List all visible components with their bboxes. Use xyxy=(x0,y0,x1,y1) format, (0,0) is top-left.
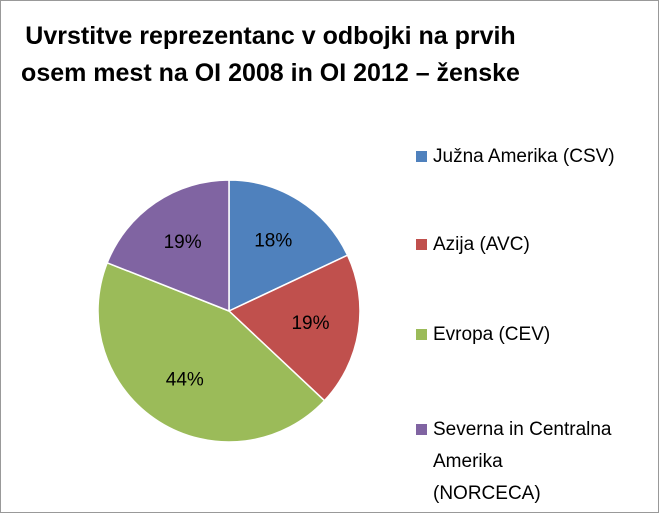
chart-title: Uvrstitve reprezentanc v odbojki na prvi… xyxy=(21,22,520,87)
legend-swatch xyxy=(416,239,427,250)
data-label: 18% xyxy=(254,230,292,251)
legend-label: Azija (AVC) xyxy=(433,234,530,255)
pie-slice xyxy=(227,254,361,402)
legend-label: Severna in Centralna Amerika (NORCECA) xyxy=(433,419,612,504)
legend-swatch xyxy=(416,329,427,340)
data-label: 19% xyxy=(164,232,202,253)
data-label: 19% xyxy=(291,313,329,334)
pie-slice xyxy=(106,179,230,313)
data-label: 44% xyxy=(166,370,204,391)
legend-swatch xyxy=(416,424,427,435)
legend-label: Južna Amerika (CSV) xyxy=(433,146,615,167)
pie-slice xyxy=(228,179,349,313)
pie-slice xyxy=(97,261,326,443)
legend-swatch xyxy=(416,151,427,162)
legend-label: Evropa (CEV) xyxy=(433,324,551,345)
